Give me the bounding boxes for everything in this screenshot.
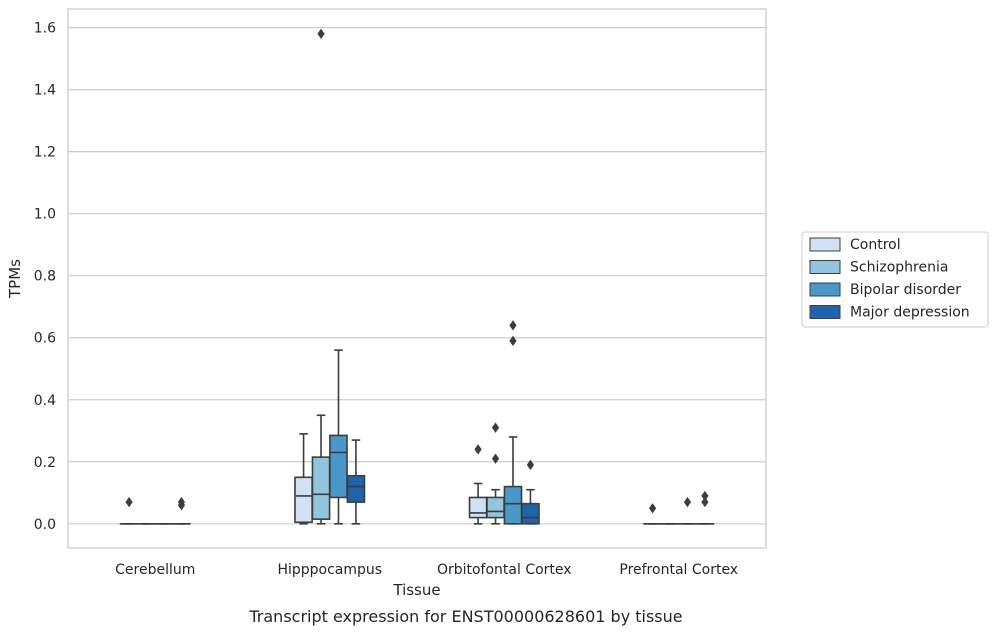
box	[294, 476, 313, 524]
legend-item: Bipolar disorder	[809, 282, 961, 298]
y-tick-label: 0.2	[34, 455, 56, 471]
box-plot	[346, 439, 366, 525]
y-tick-label: 1.4	[34, 83, 56, 99]
legend-item: Control	[809, 237, 901, 253]
box-plot	[329, 349, 348, 525]
outlier-point	[701, 490, 709, 502]
x-tick-label: Prefrontal Cortex	[619, 562, 738, 578]
outlier-point	[509, 320, 517, 331]
box-plot	[294, 433, 313, 525]
legend-swatch	[809, 260, 841, 274]
y-axis-ticks: 0.0 0.2 0.4 0.6 0.8 1.0 1.2 1.4 1.6	[34, 21, 56, 533]
box	[521, 502, 540, 525]
legend-label: Major depression	[850, 305, 970, 321]
outlier-point	[177, 500, 186, 511]
outlier-point	[648, 503, 657, 514]
box-plot	[678, 496, 697, 525]
x-tick-label: Cerebellum	[115, 562, 195, 578]
legend-label: Control	[850, 237, 901, 253]
outlier-point	[491, 422, 500, 433]
box	[468, 496, 488, 519]
x-tick-label: Hipppocampus	[277, 562, 382, 578]
y-axis-label: TPMs	[6, 259, 24, 299]
legend-swatch	[809, 237, 841, 252]
legend-swatch	[809, 305, 841, 319]
y-tick-label: 1.0	[34, 207, 56, 223]
box-plots	[119, 28, 715, 525]
legend-label: Schizophrenia	[850, 260, 948, 276]
y-tick-label: 0.4	[34, 393, 56, 409]
box	[486, 496, 505, 519]
outlier-point	[683, 496, 692, 508]
y-tick-label: 1.6	[34, 21, 56, 37]
box-plot	[643, 503, 662, 525]
box-plot	[119, 496, 139, 525]
box	[311, 456, 331, 520]
legend: Control Schizophrenia Bipolar disorder Majo…	[801, 231, 989, 328]
box-plot	[521, 459, 540, 525]
y-tick-label: 0.0	[34, 517, 56, 533]
outlier-point	[474, 444, 482, 455]
legend-swatch	[809, 282, 841, 297]
box-plot	[695, 490, 715, 525]
legend-item: Schizophrenia	[809, 260, 948, 276]
legend-label: Bipolar disorder	[850, 282, 961, 298]
outlier-point	[526, 459, 535, 471]
box	[329, 434, 348, 499]
grid-lines	[68, 27, 766, 525]
outlier-point	[701, 496, 709, 508]
legend-frame	[801, 231, 989, 328]
box-plot	[468, 444, 488, 525]
x-tick-label: Orbitofontal Cortex	[437, 562, 572, 578]
x-axis-label: Tissue	[392, 581, 440, 599]
box	[346, 474, 366, 503]
box-plot	[311, 28, 331, 525]
outlier-point	[317, 28, 325, 40]
outlier-point	[491, 453, 500, 464]
box-plot	[503, 320, 523, 525]
x-axis-ticks: Cerebellum Hipppocampus Orbitofontal Corte…	[115, 562, 738, 578]
y-tick-label: 0.6	[34, 331, 56, 347]
y-tick-label: 0.8	[34, 269, 56, 285]
box-plot	[172, 496, 191, 525]
chart-caption: Transcript expression for ENST0000062860…	[248, 607, 682, 626]
outlier-point	[125, 496, 133, 508]
plot-frame	[67, 8, 767, 549]
box	[503, 485, 523, 525]
y-tick-label: 1.2	[34, 145, 56, 161]
box-plot	[486, 422, 505, 525]
legend-item: Major depression	[809, 305, 970, 321]
outlier-point	[509, 335, 517, 347]
